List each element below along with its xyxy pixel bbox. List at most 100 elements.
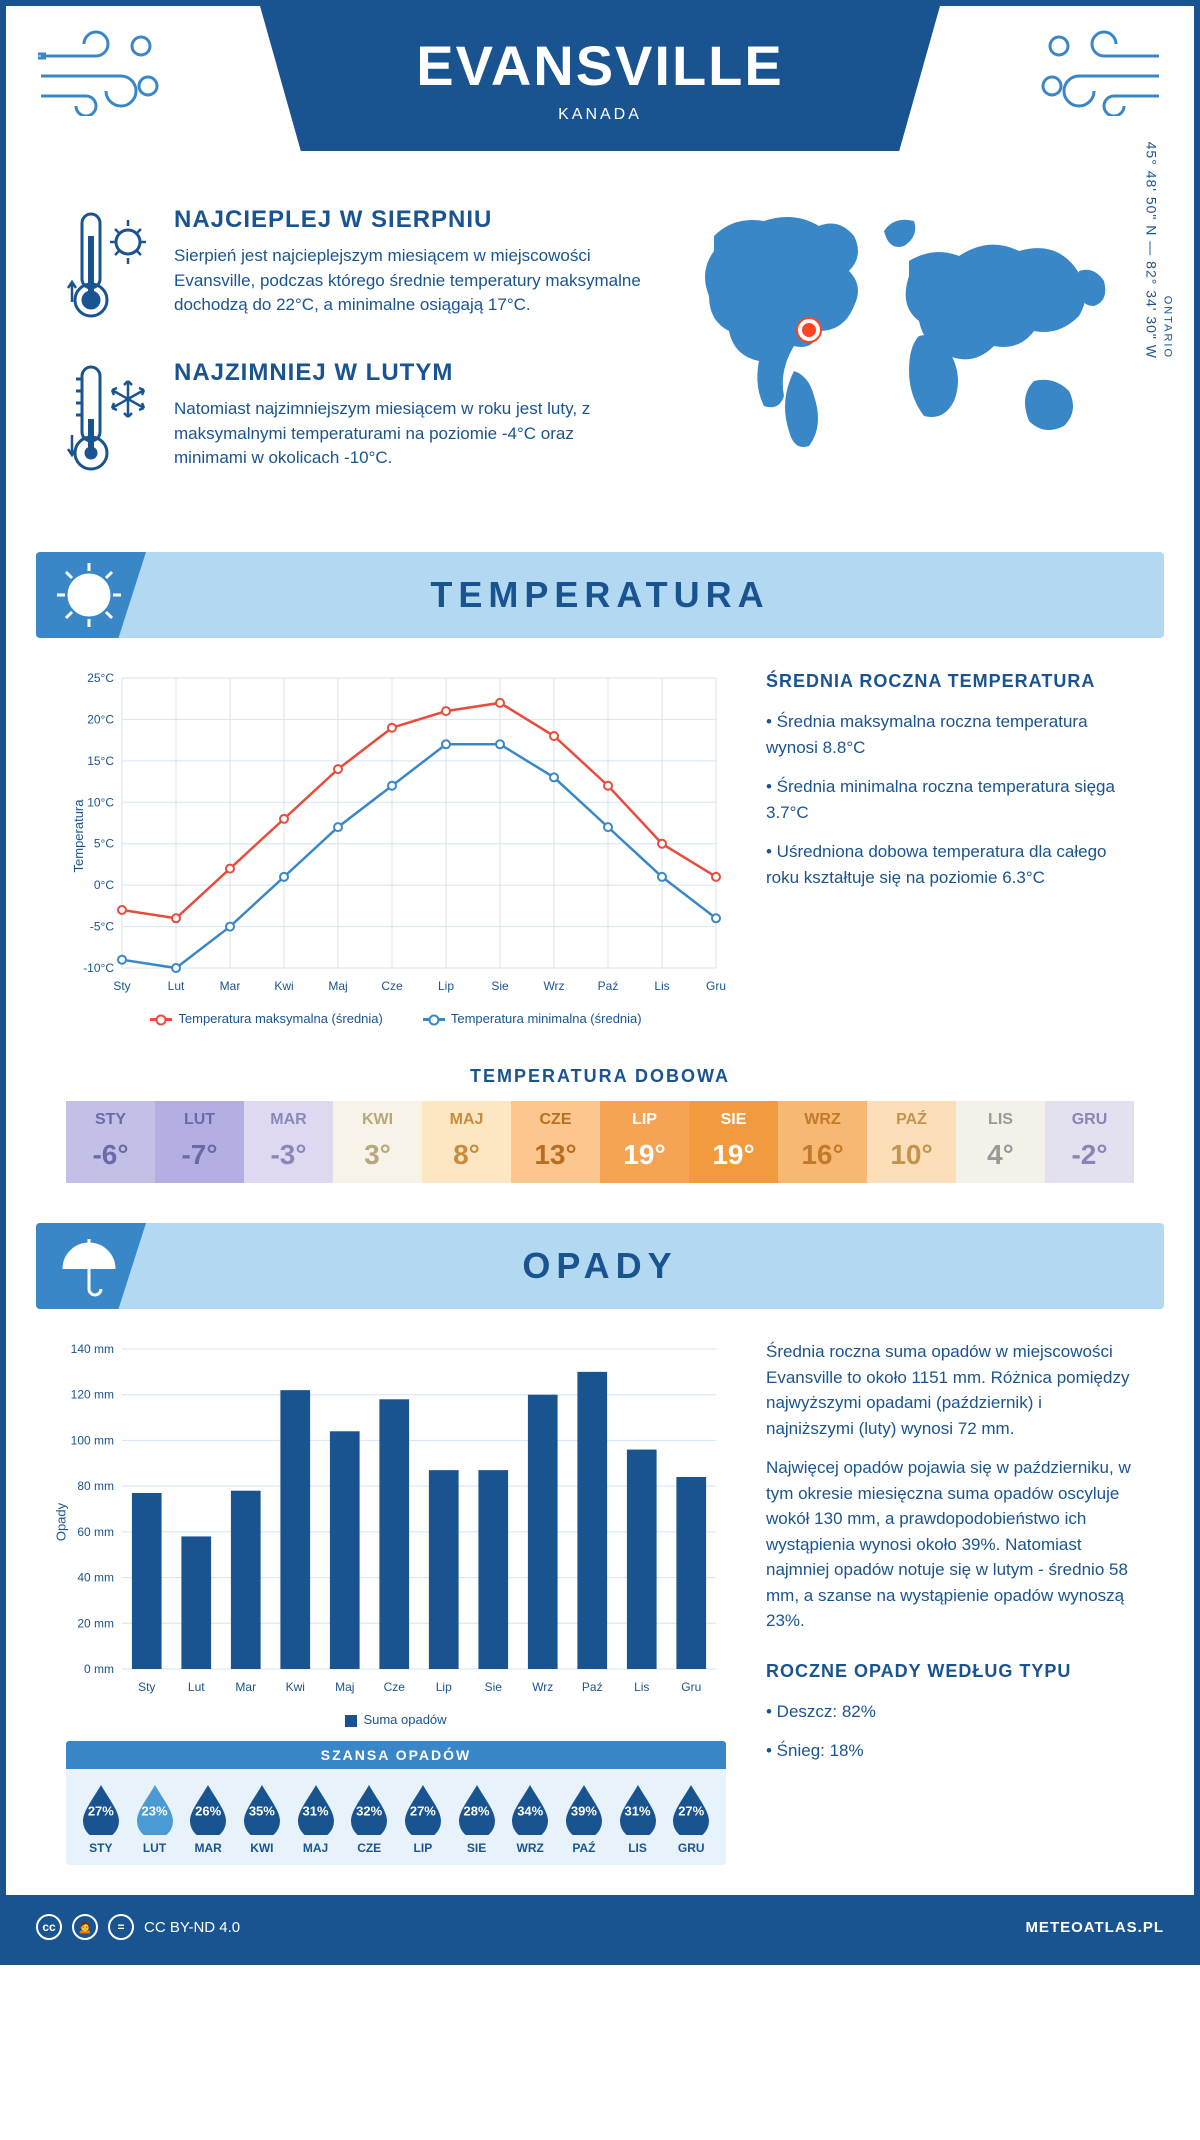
thermometer-sun-icon bbox=[66, 206, 156, 331]
svg-text:Wrz: Wrz bbox=[532, 1680, 553, 1694]
wind-icon bbox=[1034, 26, 1164, 121]
cc-icon: cc bbox=[36, 1914, 62, 1940]
brand-label: METEOATLAS.PL bbox=[1025, 1919, 1164, 1936]
raindrop-icon: 28% bbox=[455, 1783, 499, 1835]
section-banner-precipitation: OPADY bbox=[36, 1223, 1164, 1309]
daily-cell: GRU-2° bbox=[1045, 1101, 1134, 1183]
svg-text:Gru: Gru bbox=[681, 1680, 701, 1694]
wind-icon bbox=[36, 26, 166, 121]
daily-cell: CZE13° bbox=[511, 1101, 600, 1183]
svg-text:-5°C: -5°C bbox=[90, 920, 114, 934]
raindrop-icon: 23% bbox=[133, 1783, 177, 1835]
raindrop-icon: 34% bbox=[508, 1783, 552, 1835]
svg-text:Mar: Mar bbox=[235, 1680, 256, 1694]
chart-y-label: Opady bbox=[54, 1502, 69, 1540]
section-title: OPADY bbox=[522, 1245, 677, 1287]
daily-cell: PAŹ10° bbox=[867, 1101, 956, 1183]
svg-text:20 mm: 20 mm bbox=[77, 1616, 114, 1630]
svg-text:0 mm: 0 mm bbox=[84, 1662, 114, 1676]
svg-text:Lip: Lip bbox=[438, 979, 454, 993]
legend-bar: Suma opadów bbox=[363, 1712, 446, 1727]
summary-bullet: • Średnia minimalna roczna temperatura s… bbox=[766, 774, 1134, 825]
umbrella-icon bbox=[54, 1231, 124, 1306]
legend-min: Temperatura minimalna (średnia) bbox=[451, 1011, 642, 1026]
sun-icon bbox=[54, 560, 124, 635]
svg-text:Lut: Lut bbox=[188, 1680, 205, 1694]
svg-text:-10°C: -10°C bbox=[83, 961, 114, 975]
raindrop-icon: 27% bbox=[401, 1783, 445, 1835]
svg-text:Sty: Sty bbox=[113, 979, 130, 993]
daily-cell: MAJ8° bbox=[422, 1101, 511, 1183]
fact-title: NAJCIEPLEJ W SIERPNIU bbox=[174, 206, 644, 234]
temperature-summary: ŚREDNIA ROCZNA TEMPERATURA • Średnia mak… bbox=[766, 668, 1134, 1026]
daily-cell: SIE19° bbox=[689, 1101, 778, 1183]
by-icon: 🙍 bbox=[72, 1914, 98, 1940]
temperature-line-chart: -10°C-5°C0°C5°C10°C15°C20°C25°CStyLutMar… bbox=[66, 668, 726, 998]
summary-bullet: • Uśredniona dobowa temperatura dla całe… bbox=[766, 839, 1134, 890]
svg-text:5°C: 5°C bbox=[94, 837, 114, 851]
section-banner-temperature: TEMPERATURA bbox=[36, 552, 1164, 638]
rain-type-bullet: • Deszcz: 82% bbox=[766, 1699, 1134, 1725]
chart-y-label: Temperatura bbox=[71, 799, 86, 872]
rain-paragraph: Najwięcej opadów pojawia się w październ… bbox=[766, 1455, 1134, 1634]
chance-cell: 32%CZE bbox=[342, 1783, 396, 1855]
svg-text:Lis: Lis bbox=[634, 1680, 649, 1694]
svg-text:Lip: Lip bbox=[436, 1680, 452, 1694]
svg-text:Cze: Cze bbox=[381, 979, 403, 993]
daily-cell: MAR-3° bbox=[244, 1101, 333, 1183]
license-text: CC BY-ND 4.0 bbox=[144, 1919, 240, 1936]
svg-text:Paź: Paź bbox=[582, 1680, 603, 1694]
chance-cell: 23%LUT bbox=[128, 1783, 182, 1855]
rain-chance-strip: SZANSA OPADÓW 27%STY23%LUT26%MAR35%KWI31… bbox=[66, 1741, 726, 1865]
coordinates: ONTARIO 45° 48' 50" N — 82° 34' 30" W bbox=[1143, 142, 1173, 359]
chance-title: SZANSA OPADÓW bbox=[66, 1741, 726, 1769]
fact-body: Sierpień jest najcieplejszym miesiącem w… bbox=[174, 244, 644, 318]
svg-text:Maj: Maj bbox=[328, 979, 347, 993]
chance-cell: 39%PAŹ bbox=[557, 1783, 611, 1855]
world-map: ONTARIO 45° 48' 50" N — 82° 34' 30" W bbox=[674, 206, 1134, 512]
fact-body: Natomiast najzimniejszym miesiącem w rok… bbox=[174, 397, 644, 471]
daily-temp-table: STY-6°LUT-7°MAR-3°KWI3°MAJ8°CZE13°LIP19°… bbox=[66, 1101, 1134, 1183]
svg-text:80 mm: 80 mm bbox=[77, 1479, 114, 1493]
fact-coldest: NAJZIMNIEJ W LUTYM Natomiast najzimniejs… bbox=[66, 359, 644, 484]
svg-text:10°C: 10°C bbox=[87, 795, 114, 809]
svg-text:Maj: Maj bbox=[335, 1680, 354, 1694]
raindrop-icon: 27% bbox=[669, 1783, 713, 1835]
raindrop-icon: 31% bbox=[294, 1783, 338, 1835]
precipitation-bar-chart: 0 mm20 mm40 mm60 mm80 mm100 mm120 mm140 … bbox=[66, 1339, 726, 1699]
summary-bullet: • Średnia maksymalna roczna temperatura … bbox=[766, 709, 1134, 760]
raindrop-icon: 32% bbox=[347, 1783, 391, 1835]
chance-cell: 27%GRU bbox=[664, 1783, 718, 1855]
svg-text:Kwi: Kwi bbox=[286, 1680, 305, 1694]
svg-text:120 mm: 120 mm bbox=[71, 1388, 114, 1402]
raindrop-icon: 26% bbox=[186, 1783, 230, 1835]
svg-text:60 mm: 60 mm bbox=[77, 1525, 114, 1539]
section-title: TEMPERATURA bbox=[430, 574, 769, 616]
raindrop-icon: 35% bbox=[240, 1783, 284, 1835]
svg-text:Mar: Mar bbox=[220, 979, 241, 993]
svg-text:40 mm: 40 mm bbox=[77, 1571, 114, 1585]
svg-text:Kwi: Kwi bbox=[274, 979, 293, 993]
header: EVANSVILLE KANADA bbox=[6, 6, 1194, 186]
svg-text:Sie: Sie bbox=[491, 979, 509, 993]
chance-cell: 34%WRZ bbox=[503, 1783, 557, 1855]
nd-icon: = bbox=[108, 1914, 134, 1940]
title-banner: EVANSVILLE KANADA bbox=[260, 6, 940, 151]
raindrop-icon: 31% bbox=[616, 1783, 660, 1835]
svg-text:100 mm: 100 mm bbox=[71, 1433, 114, 1447]
rain-paragraph: Średnia roczna suma opadów w miejscowośc… bbox=[766, 1339, 1134, 1441]
chance-cell: 27%LIP bbox=[396, 1783, 450, 1855]
svg-text:Paź: Paź bbox=[598, 979, 619, 993]
chance-cell: 31%MAJ bbox=[289, 1783, 343, 1855]
svg-text:Gru: Gru bbox=[706, 979, 726, 993]
country-name: KANADA bbox=[558, 106, 642, 124]
legend-max: Temperatura maksymalna (średnia) bbox=[178, 1011, 382, 1026]
svg-text:Cze: Cze bbox=[384, 1680, 406, 1694]
precipitation-summary: Średnia roczna suma opadów w miejscowośc… bbox=[766, 1339, 1134, 1865]
chance-cell: 35%KWI bbox=[235, 1783, 289, 1855]
city-name: EVANSVILLE bbox=[416, 33, 783, 98]
raindrop-icon: 39% bbox=[562, 1783, 606, 1835]
rain-type-bullet: • Śnieg: 18% bbox=[766, 1738, 1134, 1764]
svg-text:Sie: Sie bbox=[485, 1680, 503, 1694]
daily-cell: STY-6° bbox=[66, 1101, 155, 1183]
